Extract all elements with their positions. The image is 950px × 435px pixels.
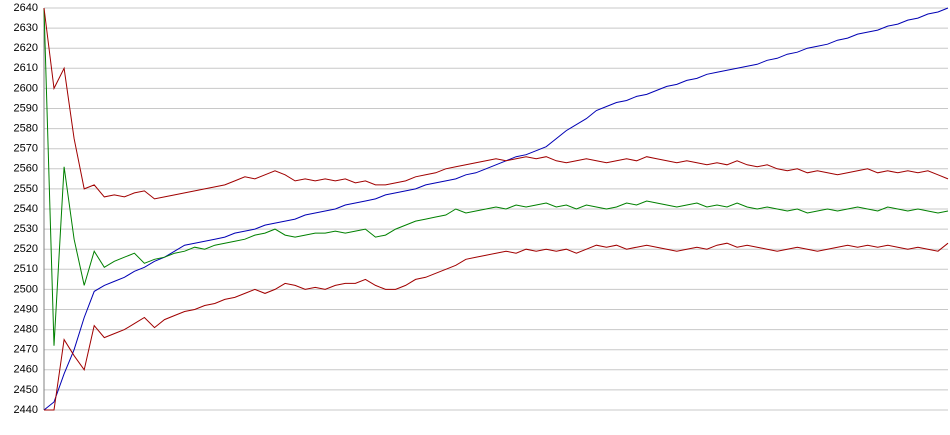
y-tick-label: 2470 [14, 344, 38, 356]
y-tick-label: 2510 [14, 263, 38, 275]
y-tick-label: 2520 [14, 243, 38, 255]
line-series [44, 242, 949, 411]
y-tick-label: 2460 [14, 364, 38, 376]
y-tick-label: 2450 [14, 384, 38, 396]
line-series [43, 7, 949, 411]
y-tick-label: 2480 [14, 324, 38, 336]
line-series [43, 7, 949, 200]
y-tick-label: 2570 [14, 143, 38, 155]
y-tick-label: 2580 [14, 123, 38, 135]
y-tick-label: 2620 [14, 42, 38, 54]
y-tick-label: 2640 [14, 2, 38, 14]
y-tick-label: 2590 [14, 102, 38, 114]
y-tick-label: 2440 [14, 404, 38, 416]
y-tick-label: 2630 [14, 22, 38, 34]
y-tick-label: 2540 [14, 203, 38, 215]
y-tick-label: 2560 [14, 163, 38, 175]
line-series [43, 7, 949, 346]
y-tick-label: 2600 [14, 82, 38, 94]
y-tick-label: 2610 [14, 62, 38, 74]
y-tick-label: 2530 [14, 223, 38, 235]
y-tick-label: 2550 [14, 183, 38, 195]
y-tick-label: 2490 [14, 303, 38, 315]
y-tick-label: 2500 [14, 283, 38, 295]
